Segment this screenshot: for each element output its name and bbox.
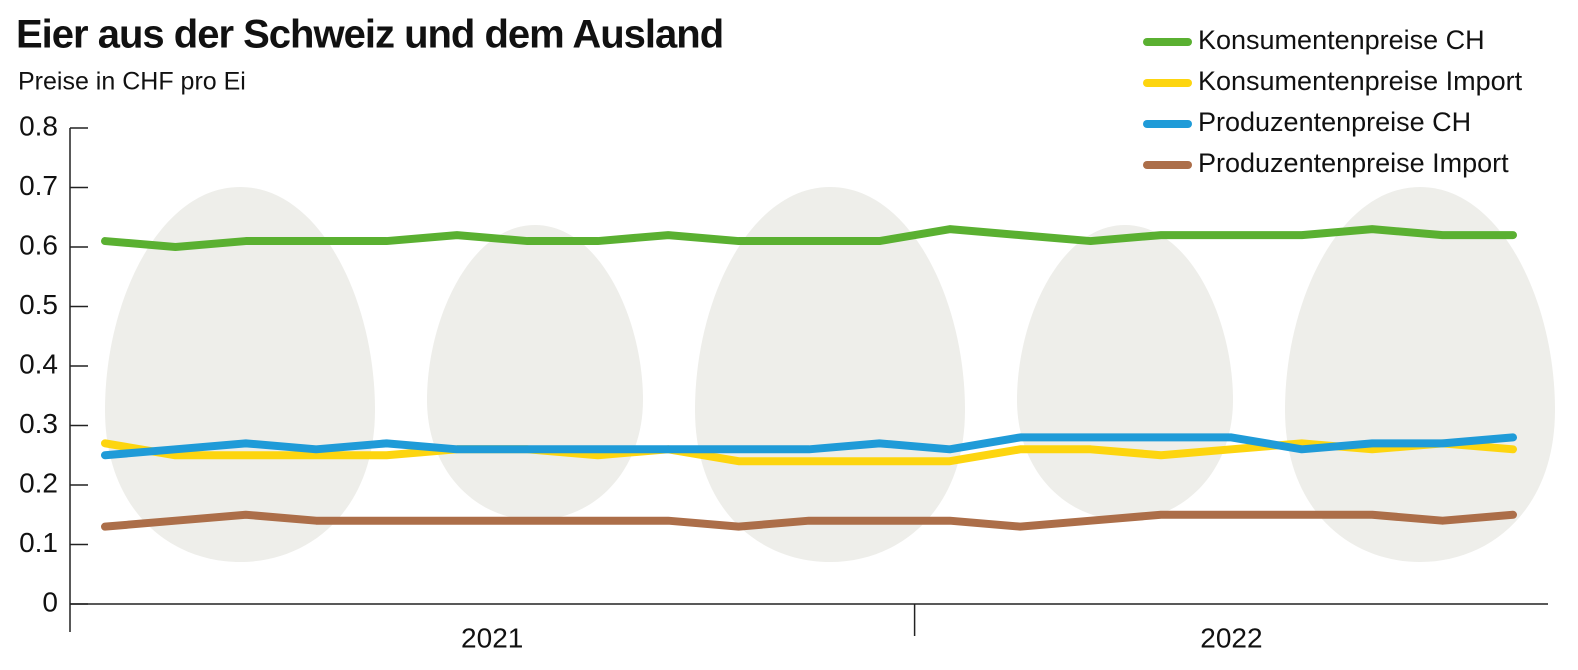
y-tick-label: 0.3 bbox=[19, 408, 58, 439]
legend-label: Konsumentenpreise Import bbox=[1198, 66, 1523, 96]
y-tick-label: 0.5 bbox=[19, 289, 58, 320]
legend-label: Produzentenpreise Import bbox=[1198, 148, 1509, 178]
egg bbox=[1017, 225, 1233, 520]
chart-title: Eier aus der Schweiz und dem Ausland bbox=[16, 13, 723, 57]
legend-label: Produzentenpreise CH bbox=[1198, 107, 1471, 137]
y-tick-label: 0.2 bbox=[19, 467, 58, 498]
chart-subtitle: Preise in CHF pro Ei bbox=[18, 68, 246, 96]
x-tick-label: 2021 bbox=[461, 622, 523, 653]
series-line bbox=[101, 433, 1517, 460]
egg bbox=[105, 187, 375, 562]
series-line bbox=[101, 510, 1517, 531]
egg bbox=[427, 225, 643, 520]
y-tick-label: 0.7 bbox=[19, 170, 58, 201]
y-tick-label: 0 bbox=[42, 586, 58, 617]
y-tick-label: 0.1 bbox=[19, 527, 58, 558]
series-line bbox=[101, 225, 1517, 251]
y-tick-label: 0.6 bbox=[19, 229, 58, 260]
x-tick-label: 2022 bbox=[1200, 622, 1262, 653]
legend-label: Konsumentenpreise CH bbox=[1198, 25, 1485, 55]
egg bbox=[695, 187, 965, 562]
y-tick-label: 0.4 bbox=[19, 348, 58, 379]
egg bbox=[1285, 187, 1555, 562]
y-tick-label: 0.8 bbox=[19, 110, 58, 141]
